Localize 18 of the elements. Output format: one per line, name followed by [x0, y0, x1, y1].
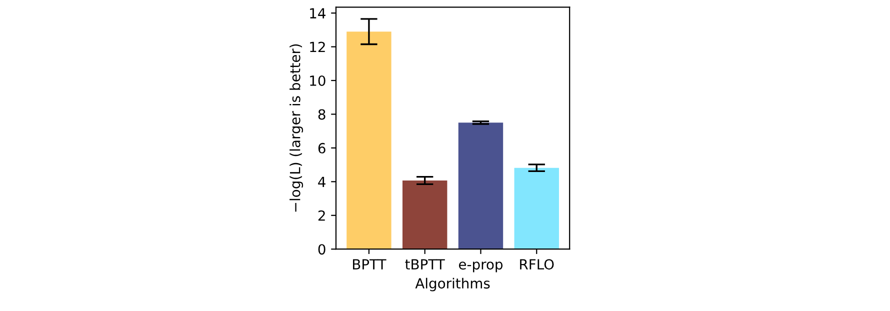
y-tick-label: 0	[318, 244, 326, 255]
y-tick-label: 4	[318, 176, 326, 187]
y-tick-label: 14	[310, 8, 326, 18]
x-tick-label: RFLO	[520, 259, 554, 270]
bar	[346, 32, 392, 250]
y-tick-label: 6	[318, 142, 326, 154]
y-tick-label: 8	[318, 109, 326, 120]
x-tick-label: tBPTT	[405, 259, 445, 270]
bar	[514, 168, 559, 250]
bar	[402, 180, 448, 250]
x-tick-label: e-prop	[458, 262, 503, 272]
bar	[458, 122, 504, 250]
x-axis-title: Algorithms	[415, 278, 490, 292]
y-tick-label: 12	[310, 42, 325, 52]
x-tick-label: BPTT	[353, 259, 386, 270]
y-axis-title: −log(L) (larger is better)	[290, 44, 304, 212]
y-tick-label: 2	[318, 210, 325, 221]
y-tick-label: 10	[310, 75, 326, 86]
